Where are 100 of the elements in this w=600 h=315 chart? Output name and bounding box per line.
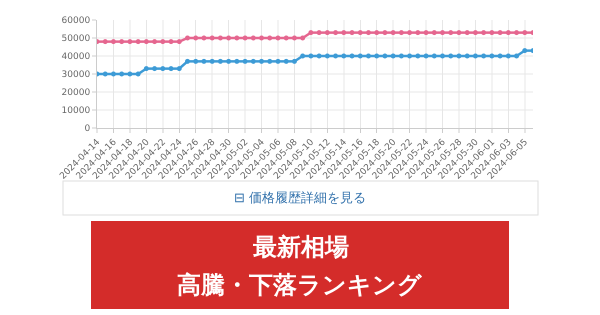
point [481,30,486,36]
point [464,30,470,36]
y-tick-label: 40000 [62,52,90,62]
point [300,36,306,40]
point [210,58,215,64]
point [472,30,478,36]
point [481,54,486,58]
point [136,72,141,76]
point [110,72,116,76]
line-series [97,48,533,76]
point [316,30,322,36]
point [152,66,158,72]
point [193,58,198,64]
point [415,54,420,58]
point [341,30,346,36]
point [514,30,520,36]
point [432,54,437,58]
point [350,54,355,58]
point [407,54,412,58]
point [284,36,289,40]
point [390,30,396,36]
point [242,58,248,64]
point [341,54,346,58]
point [358,30,363,36]
point [218,36,223,40]
point [275,36,280,40]
point [448,30,454,36]
point [324,54,330,58]
point [144,66,149,72]
point [440,30,446,36]
point [374,54,380,58]
point [472,54,478,58]
point [506,54,511,58]
point [259,58,264,64]
point [218,58,223,64]
point [300,54,306,58]
point [127,39,132,44]
point [176,39,182,44]
point [292,58,297,64]
point [498,54,503,58]
y-tick-label: 60000 [62,16,90,26]
point [152,39,158,44]
point [522,30,528,36]
point [440,54,446,58]
point [136,39,141,44]
point [366,54,371,58]
point [424,54,429,58]
point [374,30,380,36]
point [506,30,511,36]
point [250,36,256,40]
point [234,36,240,40]
point [119,39,124,44]
point [366,30,371,36]
point [514,54,520,58]
point [308,54,314,58]
point [102,39,108,44]
point [184,36,190,40]
point [226,58,232,64]
point [284,58,289,64]
point [407,30,412,36]
point [456,30,462,36]
point [259,36,264,40]
point [267,36,272,40]
point [168,66,174,72]
y-tick-label: 50000 [62,34,90,44]
point [489,30,494,36]
point [250,58,256,64]
point [358,54,363,58]
point [267,58,272,64]
point [382,54,388,58]
point [308,30,314,36]
point [160,39,166,44]
point [456,54,462,58]
point [432,30,437,36]
point [193,36,198,40]
point [242,36,248,40]
point [522,48,528,54]
point [184,58,190,64]
point [390,54,396,58]
point [489,54,494,58]
text: 最新相場 [252,233,349,261]
point [127,72,132,76]
point [324,30,330,36]
point [160,66,166,72]
y-tick-label: 10000 [62,106,90,116]
point [464,54,470,58]
point [201,36,206,40]
point [201,58,206,64]
text: 高騰・下落ランキング [177,271,423,299]
point [448,54,454,58]
point [415,30,420,36]
point [333,30,338,36]
point [102,72,108,76]
point [333,54,338,58]
point [119,72,124,76]
point [350,30,355,36]
point [144,39,149,44]
y-tick-label: 30000 [62,70,90,80]
point [210,36,215,40]
y-tick-label: 0 [84,124,90,134]
